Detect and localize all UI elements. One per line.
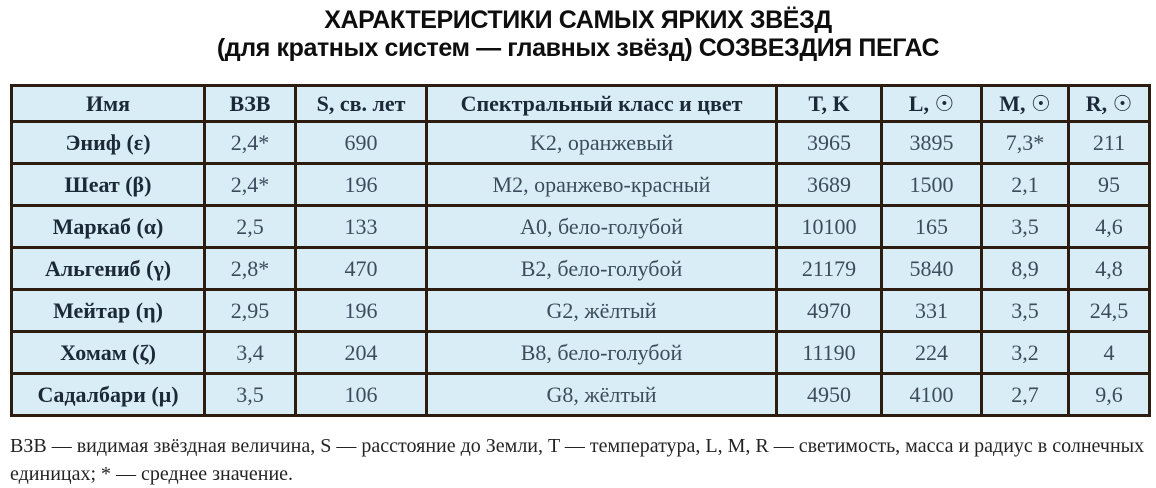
star-name-cell: Мейтар (η) <box>10 288 206 333</box>
mass-cell: 3,5 <box>980 288 1070 333</box>
table-row: Садалбари (μ) 3,5 106 G8, жёлтый 4950 41… <box>10 372 1151 417</box>
footnote: ВЗВ — видимая звёздная величина, S — рас… <box>10 435 1145 485</box>
radius-cell: 211 <box>1067 120 1151 165</box>
column-header-vzv: ВЗВ <box>203 84 297 123</box>
spectral-cell: B8, бело-голубой <box>425 330 778 375</box>
temperature-cell: 4950 <box>775 372 883 417</box>
luminosity-cell: 5840 <box>880 246 983 291</box>
mass-cell: 2,7 <box>980 372 1070 417</box>
radius-cell: 4,6 <box>1067 204 1151 249</box>
column-header-name: Имя <box>10 84 206 123</box>
distance-cell: 133 <box>294 204 428 249</box>
distance-cell: 470 <box>294 246 428 291</box>
table-row: Альгениб (γ) 2,8* 470 B2, бело-голубой 2… <box>10 246 1151 291</box>
radius-cell: 4,8 <box>1067 246 1151 291</box>
temperature-cell: 10100 <box>775 204 883 249</box>
page-title-line1: ХАРАКТЕРИСТИКИ САМЫХ ЯРКИХ ЗВЁЗД <box>324 6 832 34</box>
vzv-cell: 3,5 <box>203 372 297 417</box>
temperature-cell: 4970 <box>775 288 883 333</box>
vzv-cell: 2,4* <box>203 120 297 165</box>
luminosity-cell: 1500 <box>880 162 983 207</box>
distance-cell: 196 <box>294 288 428 333</box>
distance-cell: 196 <box>294 162 428 207</box>
mass-cell: 8,9 <box>980 246 1070 291</box>
radius-cell: 4 <box>1067 330 1151 375</box>
temperature-cell: 3689 <box>775 162 883 207</box>
spectral-cell: K2, оранжевый <box>425 120 778 165</box>
header-row: Имя ВЗВ S, св. лет Спектральный класс и … <box>10 84 1151 123</box>
vzv-cell: 2,95 <box>203 288 297 333</box>
luminosity-cell: 3895 <box>880 120 983 165</box>
page-title-line2: (для кратных систем — главных звёзд) СОЗ… <box>216 34 940 62</box>
star-name-cell: Шеат (β) <box>10 162 206 207</box>
stars-table: Имя ВЗВ S, св. лет Спектральный класс и … <box>10 84 1151 417</box>
luminosity-cell: 224 <box>880 330 983 375</box>
vzv-cell: 2,8* <box>203 246 297 291</box>
table-row: Эниф (ε) 2,4* 690 K2, оранжевый 3965 389… <box>10 120 1151 165</box>
radius-cell: 95 <box>1067 162 1151 207</box>
distance-cell: 106 <box>294 372 428 417</box>
table-row: Маркаб (α) 2,5 133 A0, бело-голубой 1010… <box>10 204 1151 249</box>
spectral-cell: A0, бело-голубой <box>425 204 778 249</box>
spectral-cell: G2, жёлтый <box>425 288 778 333</box>
star-name-cell: Хомам (ζ) <box>10 330 206 375</box>
table-row: Мейтар (η) 2,95 196 G2, жёлтый 4970 331 … <box>10 288 1151 333</box>
column-header-mass: M, ☉ <box>980 84 1070 123</box>
luminosity-cell: 331 <box>880 288 983 333</box>
column-header-temperature: T, K <box>775 84 883 123</box>
star-name-cell: Альгениб (γ) <box>10 246 206 291</box>
star-name-cell: Эниф (ε) <box>10 120 206 165</box>
mass-cell: 3,2 <box>980 330 1070 375</box>
mass-cell: 3,5 <box>980 204 1070 249</box>
luminosity-cell: 4100 <box>880 372 983 417</box>
spectral-cell: B2, бело-голубой <box>425 246 778 291</box>
table-row: Хомам (ζ) 3,4 204 B8, бело-голубой 11190… <box>10 330 1151 375</box>
vzv-cell: 2,5 <box>203 204 297 249</box>
star-name-cell: Садалбари (μ) <box>10 372 206 417</box>
column-header-radius: R, ☉ <box>1067 84 1151 123</box>
column-header-luminosity: L, ☉ <box>880 84 983 123</box>
radius-cell: 24,5 <box>1067 288 1151 333</box>
page-title: ХАРАКТЕРИСТИКИ САМЫХ ЯРКИХ ЗВЁЗД (для кр… <box>0 0 1156 62</box>
luminosity-cell: 165 <box>880 204 983 249</box>
mass-cell: 7,3* <box>980 120 1070 165</box>
radius-cell: 9,6 <box>1067 372 1151 417</box>
spectral-cell: M2, оранжево-красный <box>425 162 778 207</box>
distance-cell: 690 <box>294 120 428 165</box>
temperature-cell: 3965 <box>775 120 883 165</box>
temperature-cell: 11190 <box>775 330 883 375</box>
spectral-cell: G8, жёлтый <box>425 372 778 417</box>
vzv-cell: 3,4 <box>203 330 297 375</box>
temperature-cell: 21179 <box>775 246 883 291</box>
vzv-cell: 2,4* <box>203 162 297 207</box>
distance-cell: 204 <box>294 330 428 375</box>
table-row: Шеат (β) 2,4* 196 M2, оранжево-красный 3… <box>10 162 1151 207</box>
star-name-cell: Маркаб (α) <box>10 204 206 249</box>
column-header-distance: S, св. лет <box>294 84 428 123</box>
mass-cell: 2,1 <box>980 162 1070 207</box>
column-header-spectral: Спектральный класс и цвет <box>425 84 778 123</box>
